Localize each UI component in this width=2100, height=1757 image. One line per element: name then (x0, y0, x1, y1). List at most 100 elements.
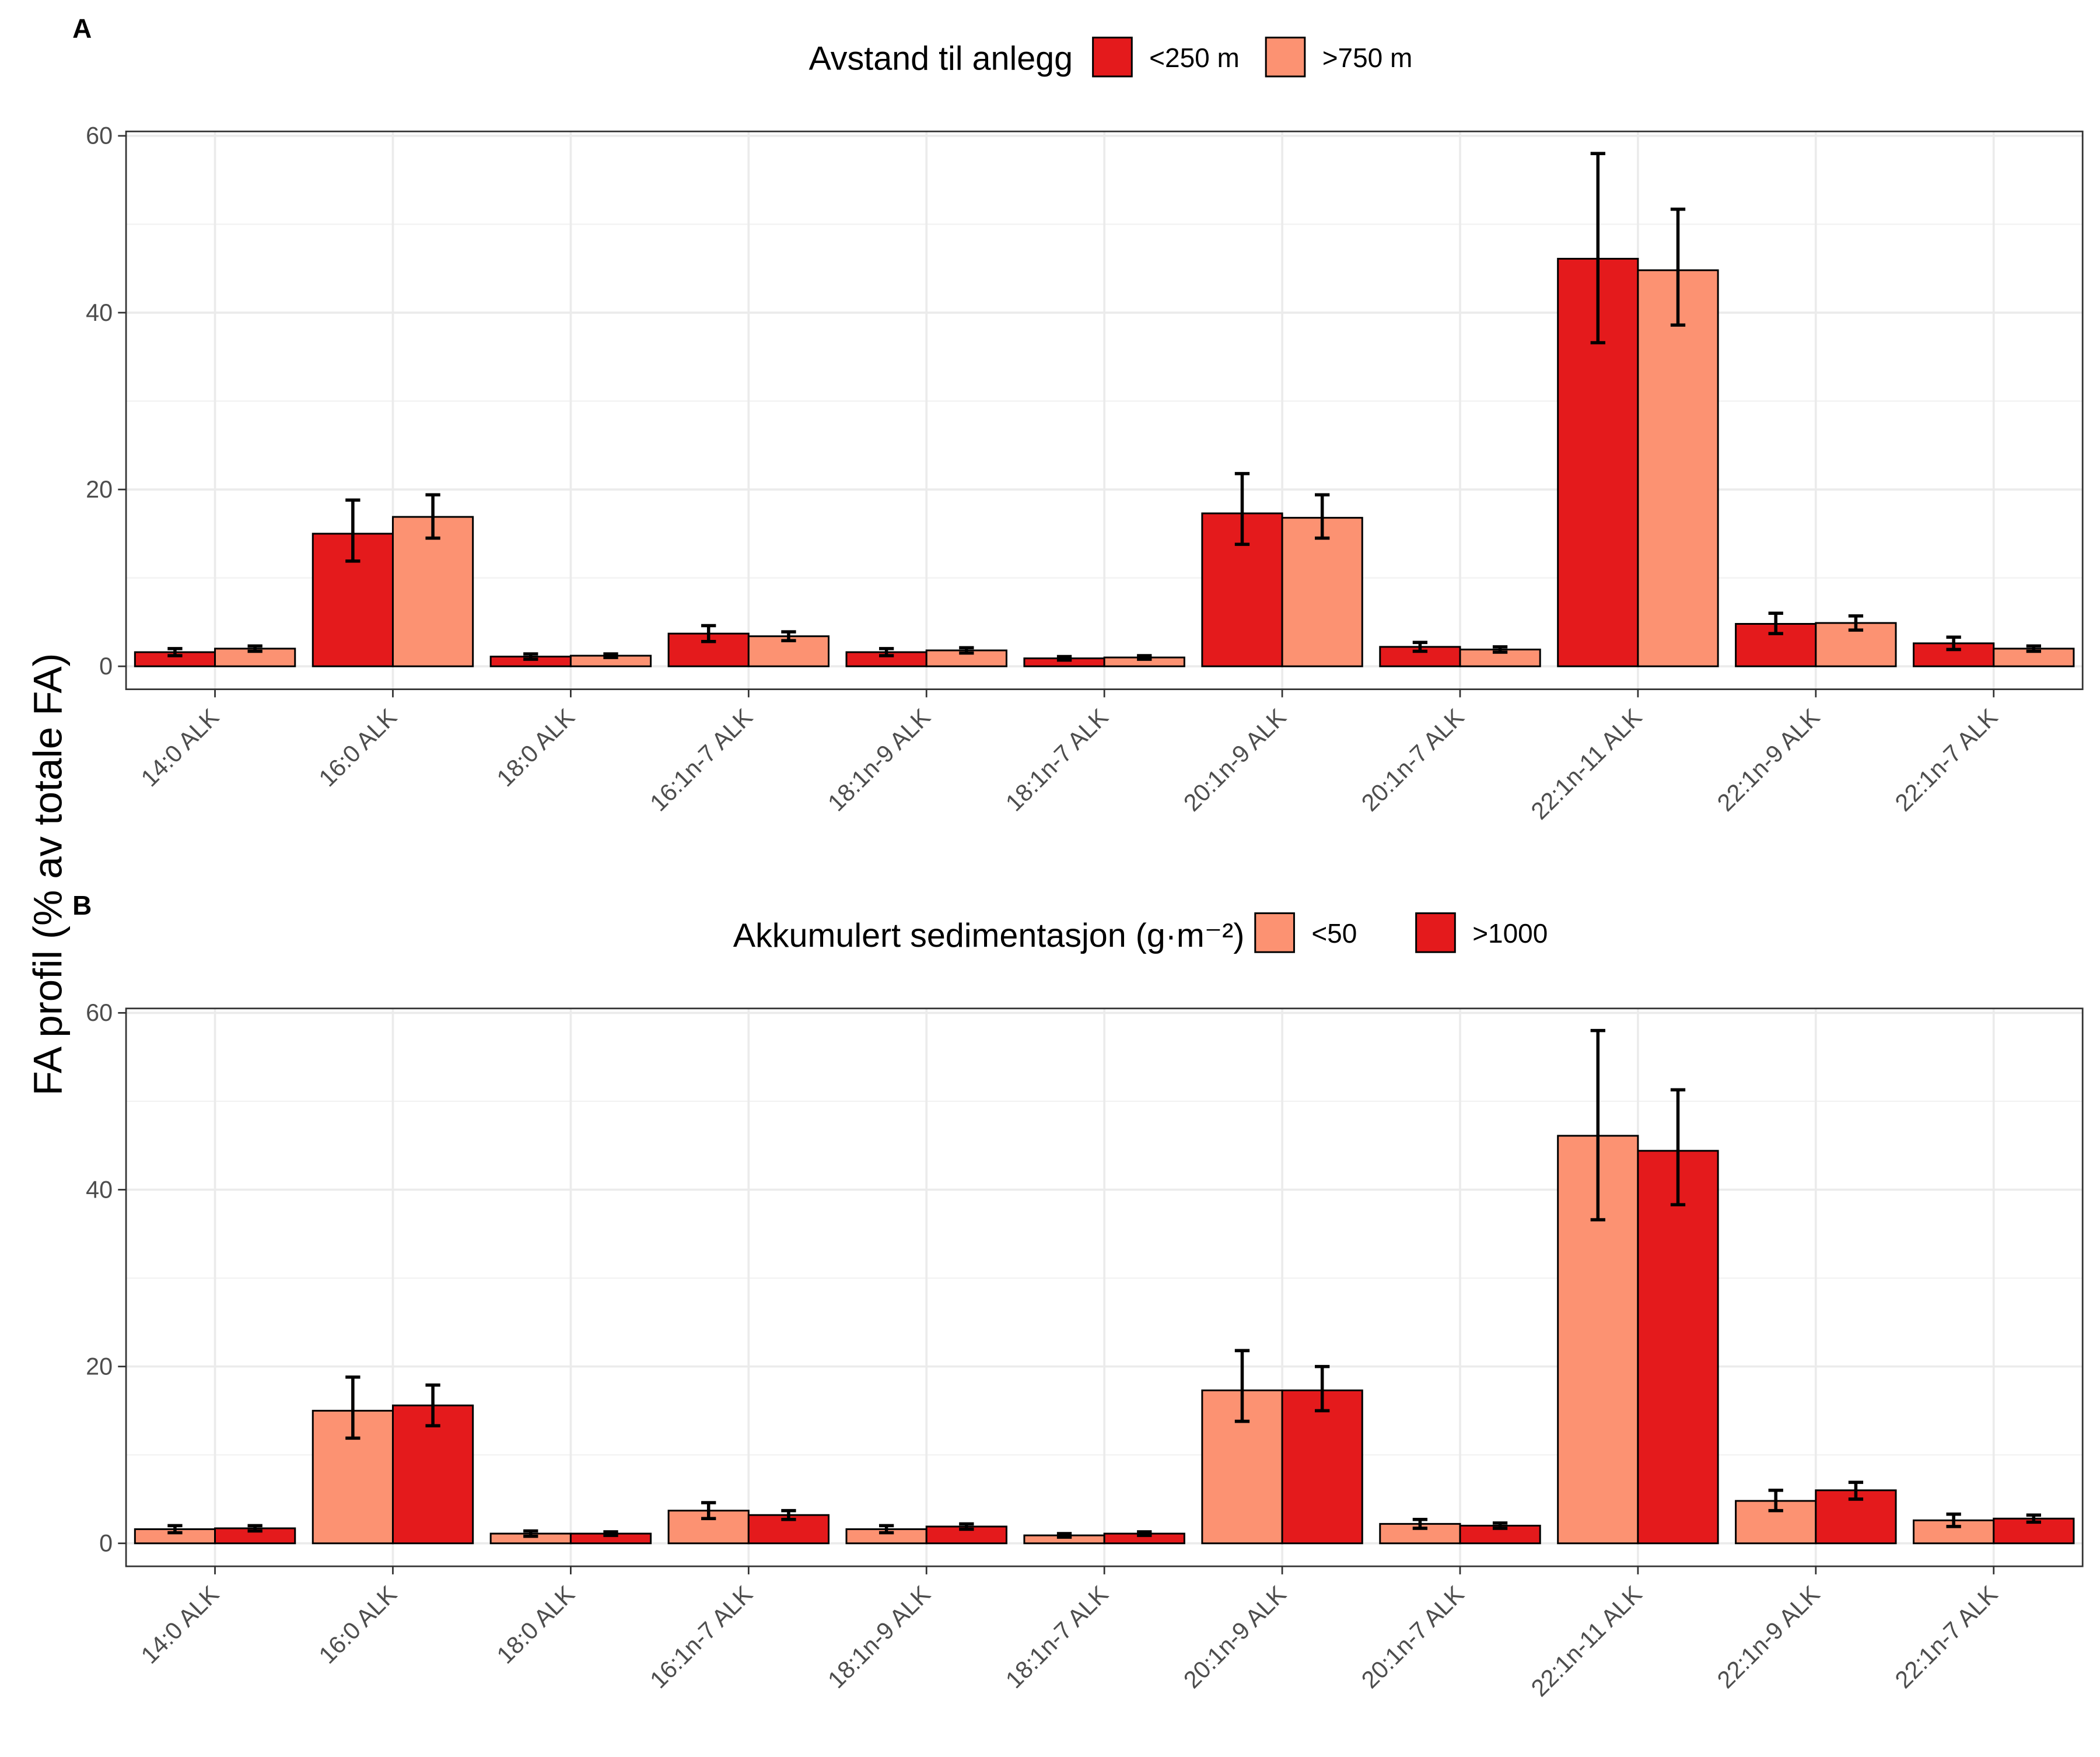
pb-x-tick-label: 20:1n-7 ALK (1356, 1580, 1469, 1693)
panel-a-label: A (72, 13, 92, 43)
pa-errorbar-22-1n-11-ALK-series2 (1670, 207, 1686, 327)
panel-a: 0 20 40 60 14:0 ALK 16:0 ALK 18:0 ALK 16:1n-7 A… (86, 123, 2084, 825)
pa-y-tick-label: 20 (86, 476, 113, 503)
pa-errorbar-18-1n-7-ALK-series1 (1056, 654, 1072, 662)
panel-b-legend: <50 >1000 (1254, 912, 1548, 953)
pa-x-tick-label: 18:0 ALK (492, 704, 580, 792)
panel-a-legend: <250 m >750 m (1092, 36, 1413, 78)
pb-errorbar-18-0-ALK-series1 (523, 1529, 538, 1538)
pb-y-tick-label: 60 (86, 999, 113, 1026)
pb-legend-key-series2 (1415, 912, 1456, 953)
pa-x-tick-label: 22:1n-9 ALK (1712, 704, 1825, 817)
pb-y-tick-label: 20 (86, 1353, 113, 1380)
pa-errorbar-18-1n-7-ALK-series2 (1137, 654, 1152, 661)
pb-legend-key-series1 (1254, 912, 1295, 953)
pa-errorbar-22-1n-9-ALK-series2 (1848, 614, 1864, 632)
pa-x-tick-label: 16:0 ALK (314, 704, 402, 792)
pa-errorbar-16-0-ALK-series2 (425, 493, 440, 540)
pb-legend-label-series1: <50 (1311, 918, 1357, 949)
pb-errorbar-22-1n-7-ALK-series1 (1946, 1512, 1961, 1528)
pa-errorbar-22-1n-7-ALK-series1 (1946, 635, 1961, 652)
pb-bar-22-1n-11-ALK-series2 (1637, 1150, 1719, 1545)
pa-bar-22-1n-11-ALK-series2 (1637, 269, 1719, 667)
pb-x-tick-label: 22:1n-11 ALK (1526, 1580, 1647, 1702)
pb-x-tick-label: 18:1n-7 ALK (1000, 1580, 1114, 1693)
pb-errorbar-20-1n-7-ALK-series1 (1412, 1518, 1428, 1530)
pb-errorbar-22-1n-11-ALK-series2 (1670, 1088, 1686, 1206)
pb-errorbar-16-1n-7-ALK-series2 (781, 1508, 796, 1521)
panel-b-label: B (72, 890, 92, 921)
pa-y-tick-label: 60 (86, 123, 113, 149)
pa-errorbar-20-1n-7-ALK-series2 (1492, 645, 1508, 654)
pa-x-tick-label: 20:1n-9 ALK (1178, 704, 1292, 817)
pa-x-tick-label: 16:1n-7 ALK (645, 704, 758, 817)
pb-errorbar-18-1n-7-ALK-series2 (1137, 1530, 1152, 1537)
pa-legend-label-series2: >750 m (1322, 43, 1413, 73)
pa-x-tick-label: 22:1n-11 ALK (1526, 704, 1647, 825)
pb-errorbar-16-0-ALK-series2 (425, 1383, 440, 1427)
pa-errorbar-22-1n-11-ALK-series1 (1590, 152, 1605, 345)
pb-x-tick-label: 14:0 ALK (136, 1580, 225, 1669)
pa-y-tick-label: 0 (99, 653, 113, 680)
pa-errorbar-18-0-ALK-series2 (603, 652, 618, 659)
panel-b: 0 20 40 60 14:0 ALK 16:0 ALK 18:0 ALK 16:1n-7 A… (86, 999, 2084, 1702)
panel-b-legend-title: Akkumulert sedimentasjon (g·m⁻²) (733, 917, 1245, 954)
pb-errorbar-20-1n-7-ALK-series2 (1492, 1521, 1508, 1530)
pb-errorbar-16-1n-7-ALK-series1 (701, 1501, 716, 1521)
pa-errorbar-18-1n-9-ALK-series2 (959, 646, 974, 655)
pa-x-tick-label: 14:0 ALK (136, 704, 225, 792)
pb-errorbar-22-1n-11-ALK-series1 (1590, 1028, 1605, 1222)
pa-errorbar-18-1n-9-ALK-series1 (878, 647, 894, 657)
pa-bar-16-0-ALK-series2 (391, 516, 474, 667)
pb-x-tick-label: 22:1n-9 ALK (1712, 1580, 1825, 1693)
pb-errorbar-18-1n-9-ALK-series2 (959, 1522, 974, 1531)
pa-bar-20-1n-9-ALK-series2 (1281, 517, 1363, 667)
pa-errorbar-20-1n-7-ALK-series1 (1412, 640, 1428, 653)
pa-legend-key-series1 (1092, 36, 1133, 78)
y-axis-label: FA profil (% av totale FA) (26, 653, 71, 1096)
pb-errorbar-18-1n-7-ALK-series1 (1056, 1532, 1072, 1539)
pb-errorbar-20-1n-9-ALK-series1 (1234, 1349, 1250, 1423)
pb-bar-20-1n-9-ALK-series2 (1281, 1390, 1363, 1545)
pa-errorbar-22-1n-9-ALK-series1 (1768, 611, 1783, 635)
pa-errorbar-20-1n-9-ALK-series1 (1234, 472, 1250, 546)
pb-errorbar-14-0-ALK-series1 (167, 1524, 183, 1535)
pb-y-tick-label: 0 (99, 1530, 113, 1557)
pb-y-tick-label: 40 (86, 1176, 113, 1203)
pb-errorbar-22-1n-9-ALK-series1 (1768, 1489, 1783, 1513)
pa-x-tick-label: 18:1n-7 ALK (1000, 704, 1114, 817)
pb-x-tick-label: 16:0 ALK (314, 1580, 402, 1669)
pb-x-tick-label: 18:0 ALK (492, 1580, 580, 1669)
pb-legend-label-series2: >1000 (1472, 918, 1548, 949)
pa-errorbar-22-1n-7-ALK-series2 (2026, 644, 2041, 653)
pa-x-tick-label: 22:1n-7 ALK (1890, 704, 2003, 817)
pb-errorbar-16-0-ALK-series1 (345, 1376, 360, 1440)
pa-errorbar-14-0-ALK-series1 (167, 647, 183, 657)
pa-errorbar-16-0-ALK-series1 (345, 498, 360, 563)
pa-errorbar-20-1n-9-ALK-series2 (1315, 493, 1330, 540)
pb-errorbar-18-0-ALK-series2 (603, 1530, 618, 1537)
pb-x-tick-label: 16:1n-7 ALK (645, 1580, 758, 1693)
pb-x-tick-label: 18:1n-9 ALK (822, 1580, 936, 1693)
pa-y-tick-label: 40 (86, 299, 113, 326)
pb-errorbar-22-1n-7-ALK-series2 (2026, 1513, 2041, 1524)
pb-x-tick-label: 22:1n-7 ALK (1890, 1580, 2003, 1693)
pa-legend-key-series2 (1265, 36, 1306, 78)
pa-errorbar-16-1n-7-ALK-series1 (701, 624, 716, 643)
pb-bar-16-0-ALK-series2 (391, 1404, 474, 1545)
pa-x-tick-label: 18:1n-9 ALK (822, 704, 936, 817)
pa-legend-label-series1: <250 m (1149, 43, 1240, 73)
pb-errorbar-20-1n-9-ALK-series2 (1315, 1364, 1330, 1413)
pb-bar-22-1n-9-ALK-series2 (1815, 1489, 1897, 1545)
pa-errorbar-16-1n-7-ALK-series2 (781, 630, 796, 643)
pb-errorbar-22-1n-9-ALK-series2 (1848, 1480, 1864, 1501)
pb-errorbar-18-1n-9-ALK-series1 (878, 1524, 894, 1535)
pb-x-tick-label: 20:1n-9 ALK (1178, 1580, 1292, 1693)
pb-errorbar-14-0-ALK-series2 (247, 1524, 262, 1533)
pa-errorbar-18-0-ALK-series1 (523, 652, 538, 661)
panel-a-legend-title: Avstand til anlegg (808, 40, 1073, 78)
pa-errorbar-14-0-ALK-series2 (247, 644, 262, 653)
pa-x-tick-label: 20:1n-7 ALK (1356, 704, 1469, 817)
